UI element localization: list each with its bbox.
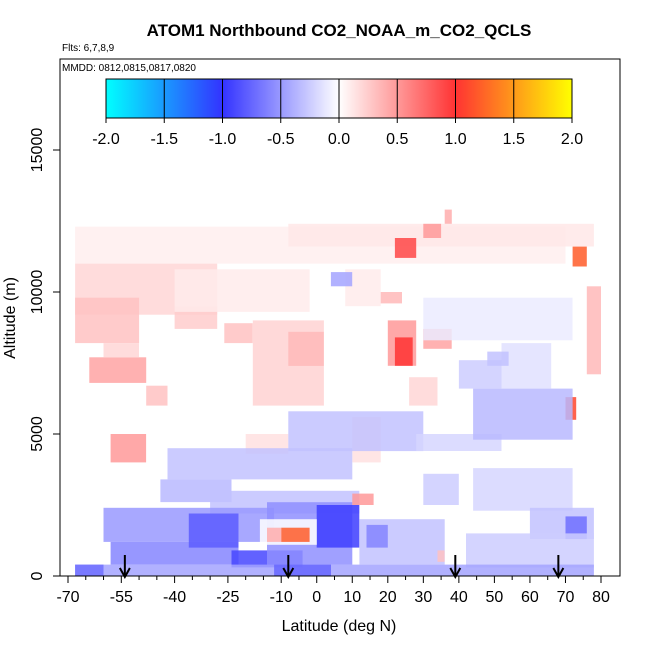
y-axis-label: Altitude (m): [2, 277, 19, 359]
latitude-arrow-head: [449, 567, 462, 580]
heatmap-cell: [473, 468, 573, 511]
heatmap-cell: [466, 533, 594, 568]
heatmap-cell: [267, 527, 282, 542]
x-tick-label: 40: [450, 589, 468, 606]
heatmap-cell: [274, 564, 331, 576]
heatmap-cell: [437, 550, 445, 562]
colorbar-tick-label: 0.5: [386, 131, 408, 148]
x-tick-label: -70: [56, 589, 79, 606]
heatmap-cell: [423, 297, 573, 341]
heatmap-cell: [487, 351, 509, 366]
heatmap-cell: [394, 337, 413, 366]
dates-label: MMDD: 0812,0815,0817,0820: [62, 63, 196, 74]
y-tick-label: 15000: [29, 128, 46, 173]
heatmap-cell: [473, 388, 573, 440]
colorbar-ticks: -2.0 -1.5 -1.0 -0.5 0.0 0.5 1.0 1.5 2.0: [92, 79, 583, 148]
x-axis: -70 -55 -40 -25 -10 0 10 20 30 40 50 60 70 80: [56, 576, 610, 606]
colorbar-tick-label: -1.0: [209, 131, 237, 148]
heatmap-cell: [288, 223, 594, 247]
heatmap-cell: [288, 331, 324, 366]
heatmap-cell: [89, 357, 147, 383]
x-tick-label: 50: [486, 589, 504, 606]
heatmap-cell: [146, 385, 168, 406]
colorbar-tick-label: 1.5: [503, 131, 525, 148]
colorbar-tick-label: 0.0: [328, 131, 350, 148]
chart-title: ATOM1 Northbound CO2_NOAA_m_CO2_QCLS: [147, 21, 532, 40]
x-tick-label: -40: [163, 589, 186, 606]
y-tick-label: 10000: [29, 270, 46, 315]
heatmap-cell: [330, 272, 353, 287]
heatmap-cell: [423, 473, 459, 505]
heatmap-cell: [572, 246, 587, 267]
colorbar-tick-label: -0.5: [267, 131, 295, 148]
plot-frame: [59, 58, 621, 577]
x-tick-label: 20: [379, 589, 397, 606]
heatmap-cell: [174, 269, 310, 312]
heatmap-cell: [288, 411, 424, 452]
heatmap-cell: [110, 434, 147, 463]
heatmap-cell: [366, 524, 388, 548]
colorbar-tick-label: -1.5: [150, 131, 178, 148]
colorbar-tick-label: 2.0: [561, 131, 583, 148]
x-tick-label: -10: [270, 589, 293, 606]
x-tick-label: 80: [592, 589, 610, 606]
heatmap-cell: [75, 297, 140, 344]
latitude-arrow-head: [552, 567, 565, 580]
heatmap-cell: [167, 448, 353, 480]
flights-label: Flts: 6,7,8,9: [62, 43, 115, 54]
heatmap-cell: [380, 292, 402, 304]
heatmap-cell: [75, 564, 594, 576]
heatmap-cell: [586, 286, 601, 375]
heatmap-cells: [75, 209, 601, 576]
heatmap-cell: [188, 513, 239, 548]
heatmap-cell: [281, 527, 310, 542]
colorbar-tick-label: 1.0: [444, 131, 466, 148]
heatmap-cell: [394, 238, 417, 258]
x-tick-label: -25: [216, 589, 239, 606]
heatmap-cell: [103, 343, 139, 358]
x-tick-label: 10: [343, 589, 361, 606]
heatmap-cell: [352, 493, 374, 505]
y-tick-label: 0: [29, 571, 46, 580]
heatmap-cell: [75, 564, 104, 576]
heatmap-cell: [224, 323, 253, 344]
heatmap-cell: [444, 209, 452, 224]
latitude-arrow-head: [118, 567, 131, 580]
x-tick-label: 30: [414, 589, 432, 606]
heatmap-cell: [423, 223, 442, 238]
x-tick-label: -55: [110, 589, 133, 606]
x-tick-label: 0: [312, 589, 321, 606]
y-axis: 0 5000 10000 15000: [29, 128, 60, 580]
heatmap-cell: [409, 377, 438, 406]
x-tick-label: 70: [557, 589, 575, 606]
colorbar: -2.0 -1.5 -1.0 -0.5 0.0 0.5 1.0 1.5 2.0: [92, 78, 583, 148]
heatmap-cell: [501, 343, 552, 389]
heatmap-cell: [316, 505, 360, 548]
x-axis-label: Latitude (deg N): [282, 618, 397, 635]
colorbar-tick-label: -2.0: [92, 131, 120, 148]
x-tick-label: 60: [521, 589, 539, 606]
latitude-arrows: [118, 555, 565, 580]
y-tick-label: 5000: [29, 416, 46, 452]
latitude-arrow-head: [282, 567, 295, 580]
